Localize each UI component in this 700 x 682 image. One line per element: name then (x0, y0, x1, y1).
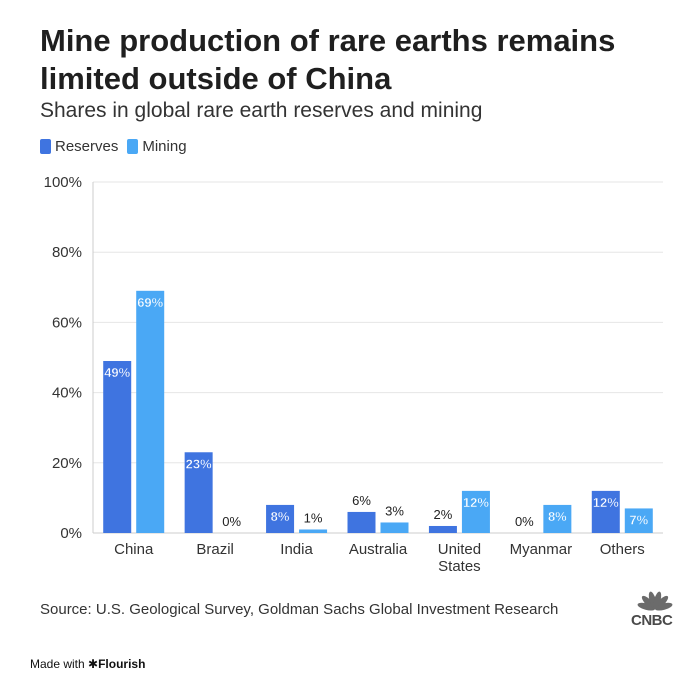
chart-subtitle: Shares in global rare earth reserves and… (40, 99, 483, 122)
bar-mining (624, 508, 653, 533)
bar-mining (543, 504, 572, 533)
y-tick-label: 20% (52, 455, 82, 472)
data-label-reserves: 6% (352, 493, 371, 508)
legend-label-reserves: Reserves (55, 138, 119, 155)
x-tick-label: Australia (349, 541, 408, 558)
bar-reserves (184, 452, 213, 533)
bar-reserves (591, 490, 620, 533)
x-tick-label: Myanmar (510, 541, 573, 558)
bar-mining (299, 529, 328, 533)
data-label-mining: 8% (548, 509, 567, 524)
data-label-mining: 69% (137, 295, 163, 310)
cnbc-logo-text: CNBC (631, 612, 673, 629)
legend: Reserves Mining (40, 138, 196, 155)
data-label-mining: 7% (629, 512, 648, 527)
y-tick-label: 0% (60, 525, 82, 542)
data-label-reserves: 12% (593, 495, 619, 510)
data-label-reserves: 2% (434, 507, 453, 522)
bar-reserves (103, 361, 132, 533)
source-note: Source: U.S. Geological Survey, Goldman … (40, 601, 559, 618)
cnbc-peacock-icon (637, 591, 673, 611)
data-label-reserves: 0% (515, 514, 534, 529)
x-tick-label: Brazil (196, 541, 234, 558)
y-tick-label: 40% (52, 385, 82, 402)
data-label-mining: 1% (304, 510, 323, 525)
legend-item-reserves[interactable]: Reserves (40, 138, 118, 155)
legend-swatch-mining (127, 139, 139, 154)
y-tick-label: 60% (52, 314, 82, 331)
x-tick-label: China (114, 541, 154, 558)
bar-reserves (428, 525, 457, 533)
bar-reserves (266, 504, 295, 533)
x-tick-label: Others (600, 541, 645, 558)
y-tick-label: 100% (44, 174, 82, 191)
legend-swatch-reserves (40, 139, 51, 154)
data-label-reserves: 8% (271, 509, 290, 524)
x-tick-label: India (280, 541, 313, 558)
made-with-flourish[interactable]: Made with ✱Flourish (30, 657, 145, 671)
data-label-reserves: 49% (104, 365, 130, 380)
x-tick-label: States (438, 558, 481, 575)
data-label-mining: 0% (222, 514, 241, 529)
x-tick-label: United (438, 541, 481, 558)
data-label-mining: 3% (385, 503, 404, 518)
flourish-brand: ✱Flourish (88, 657, 146, 671)
made-with-text: Made with (30, 657, 89, 671)
bar-chart: 0% 20% 40% 60% 80% 100% 49% 69% China 23% 0% Brazil… (44, 174, 663, 575)
bar-reserves (347, 511, 376, 533)
data-label-mining: 12% (463, 495, 489, 510)
chart-title: Mine production of rare earths remains l… (40, 23, 616, 96)
bar-mining (380, 522, 409, 533)
legend-label-mining: Mining (142, 138, 187, 155)
bar-mining (136, 290, 165, 533)
y-tick-label: 80% (52, 244, 82, 261)
bar-mining (461, 490, 490, 533)
data-label-reserves: 23% (186, 456, 212, 471)
legend-item-mining[interactable]: Mining (127, 138, 187, 155)
